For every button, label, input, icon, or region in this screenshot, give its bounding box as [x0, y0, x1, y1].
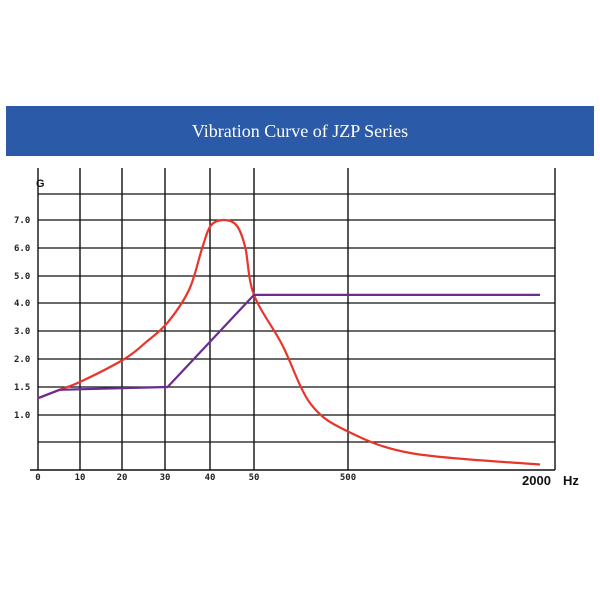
x-tick-label: 0 [35, 473, 40, 483]
x-tick-label: 500 [340, 473, 356, 483]
y-axis-label: G [36, 178, 45, 190]
series [37, 218, 541, 466]
y-tick-label: 1.0 [14, 411, 30, 421]
x-tick-label: 30 [160, 473, 171, 483]
y-tick-label: 7.0 [14, 216, 30, 226]
x-tick-label: 50 [249, 473, 260, 483]
chart-title: Vibration Curve of JZP Series [6, 106, 594, 156]
y-tick-label: 4.0 [14, 299, 30, 309]
y-tick-label: 5.0 [14, 272, 30, 282]
x-end-label: 2000 [522, 473, 551, 488]
y-tick-label: 3.0 [14, 327, 30, 337]
x-tick-label: 10 [75, 473, 86, 483]
x-tick-labels: 0 10 20 30 40 50 500 [35, 473, 356, 483]
x-tick-label: 40 [205, 473, 216, 483]
y-tick-label: 2.0 [14, 355, 30, 365]
y-tick-label: 1.5 [14, 383, 30, 393]
y-tick-label: 6.0 [14, 244, 30, 254]
grid [30, 168, 556, 471]
y-tick-labels: 1.0 1.5 2.0 3.0 4.0 5.0 6.0 7.0 [14, 216, 30, 421]
x-tick-label: 20 [117, 473, 128, 483]
purple-curve-line [37, 293, 540, 400]
red-curve-line [37, 218, 541, 466]
x-unit-label: Hz [563, 473, 579, 488]
